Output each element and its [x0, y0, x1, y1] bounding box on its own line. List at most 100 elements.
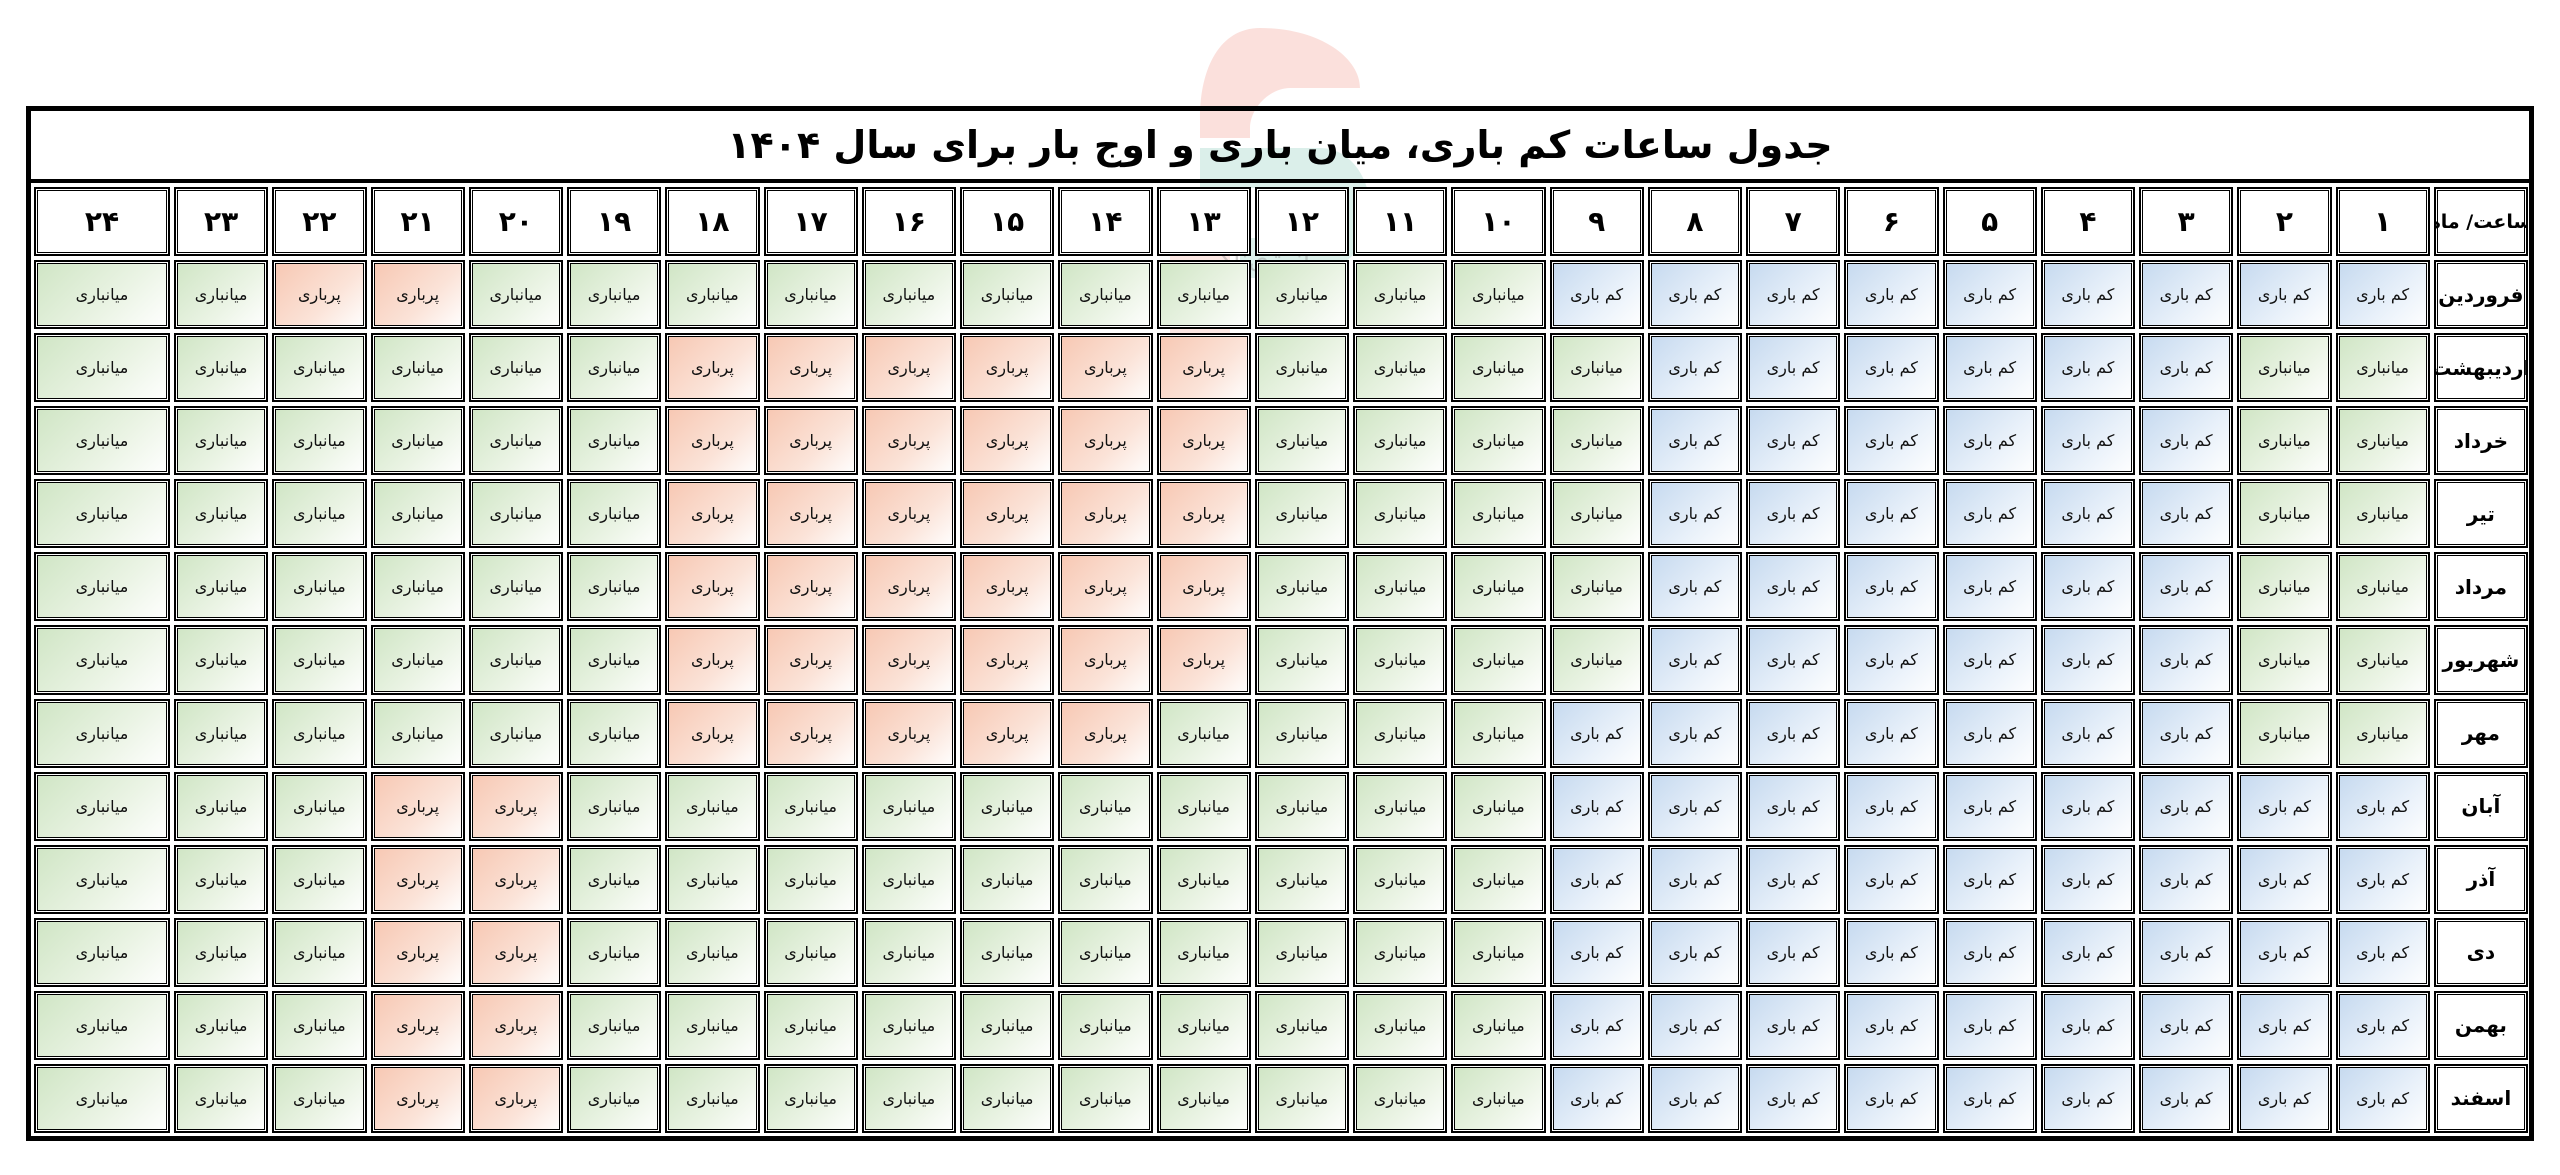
load-cell-peak: پرباری: [370, 1063, 465, 1133]
load-cell-low: کم باری: [1746, 698, 1841, 768]
load-cell-mid: میانباری: [1156, 698, 1251, 768]
header-hour: ۴: [2040, 187, 2135, 257]
load-cell-mid: میانباری: [1451, 406, 1546, 476]
load-cell-peak: پرباری: [960, 698, 1055, 768]
load-cell-low: کم باری: [2237, 771, 2332, 841]
load-cell-peak: پرباری: [960, 333, 1055, 403]
load-cell-low: کم باری: [2335, 990, 2430, 1060]
load-cell-mid: میانباری: [567, 406, 662, 476]
load-cell-mid: میانباری: [1254, 260, 1349, 330]
load-cell-peak: پرباری: [370, 844, 465, 914]
load-cell-mid: میانباری: [272, 625, 367, 695]
header-hour: ۲۰: [468, 187, 563, 257]
month-label: فروردین: [2433, 260, 2528, 330]
header-hour: ۲۱: [370, 187, 465, 257]
load-cell-low: کم باری: [2335, 1063, 2430, 1133]
load-cell-mid: میانباری: [2335, 406, 2430, 476]
load-cell-low: کم باری: [1844, 552, 1939, 622]
load-cell-peak: پرباری: [665, 552, 760, 622]
load-cell-mid: میانباری: [468, 698, 563, 768]
load-cell-mid: میانباری: [861, 260, 956, 330]
header-hour: ۲۲: [272, 187, 367, 257]
load-cell-mid: میانباری: [1254, 552, 1349, 622]
load-cell-peak: پرباری: [665, 479, 760, 549]
load-cell-mid: میانباری: [1254, 990, 1349, 1060]
load-cell-low: کم باری: [2139, 771, 2234, 841]
load-cell-low: کم باری: [2139, 1063, 2234, 1133]
load-cell-peak: پرباری: [763, 625, 858, 695]
load-cell-mid: میانباری: [1451, 625, 1546, 695]
load-cell-peak: پرباری: [1156, 479, 1251, 549]
load-cell-mid: میانباری: [763, 771, 858, 841]
load-cell-low: کم باری: [2040, 1063, 2135, 1133]
load-cell-low: کم باری: [2237, 1063, 2332, 1133]
load-cell-peak: پرباری: [272, 260, 367, 330]
header-hour-month: ساعت/ ماه: [2433, 187, 2528, 257]
load-cell-mid: میانباری: [370, 406, 465, 476]
load-cell-low: کم باری: [1746, 552, 1841, 622]
header-hour: ۱۰: [1451, 187, 1546, 257]
load-cell-mid: میانباری: [567, 625, 662, 695]
load-cell-low: کم باری: [1844, 844, 1939, 914]
load-cell-low: کم باری: [1942, 625, 2037, 695]
header-hour: ۱۱: [1353, 187, 1448, 257]
load-cell-low: کم باری: [1942, 1063, 2037, 1133]
load-cell-mid: میانباری: [960, 917, 1055, 987]
load-cell-low: کم باری: [1647, 698, 1742, 768]
load-cell-mid: میانباری: [567, 844, 662, 914]
load-cell-mid: میانباری: [1451, 552, 1546, 622]
load-cell-mid: میانباری: [1451, 1063, 1546, 1133]
load-cell-low: کم باری: [2139, 552, 2234, 622]
header-hour: ۵: [1942, 187, 2037, 257]
load-cell-mid: میانباری: [665, 260, 760, 330]
load-cell-mid: میانباری: [174, 917, 269, 987]
load-cell-low: کم باری: [2040, 990, 2135, 1060]
load-cell-low: کم باری: [1647, 625, 1742, 695]
load-cell-mid: میانباری: [174, 479, 269, 549]
load-cell-mid: میانباری: [34, 333, 170, 403]
load-cell-mid: میانباری: [34, 552, 170, 622]
load-cell-mid: میانباری: [34, 1063, 170, 1133]
load-cell-mid: میانباری: [1451, 698, 1546, 768]
load-cell-low: کم باری: [2040, 625, 2135, 695]
load-cell-mid: میانباری: [2335, 698, 2430, 768]
load-cell-peak: پرباری: [960, 479, 1055, 549]
load-cell-peak: پرباری: [861, 479, 956, 549]
load-cell-mid: میانباری: [34, 698, 170, 768]
load-cell-mid: میانباری: [1058, 917, 1153, 987]
load-cell-mid: میانباری: [1156, 1063, 1251, 1133]
load-cell-mid: میانباری: [1254, 1063, 1349, 1133]
load-cell-mid: میانباری: [763, 917, 858, 987]
load-cell-mid: میانباری: [1156, 917, 1251, 987]
load-cell-peak: پرباری: [370, 990, 465, 1060]
load-cell-low: کم باری: [1549, 917, 1644, 987]
load-cell-peak: پرباری: [468, 771, 563, 841]
load-cell-mid: میانباری: [1451, 260, 1546, 330]
load-cell-mid: میانباری: [2335, 625, 2430, 695]
load-cell-low: کم باری: [2040, 698, 2135, 768]
load-cell-low: کم باری: [1844, 990, 1939, 1060]
month-label: تیر: [2433, 479, 2528, 549]
load-cell-mid: میانباری: [468, 333, 563, 403]
load-cell-mid: میانباری: [2335, 552, 2430, 622]
load-cell-mid: میانباری: [665, 1063, 760, 1133]
load-cell-mid: میانباری: [1353, 771, 1448, 841]
load-cell-mid: میانباری: [1254, 771, 1349, 841]
load-cell-low: کم باری: [1844, 333, 1939, 403]
load-cell-peak: پرباری: [1156, 333, 1251, 403]
load-cell-low: کم باری: [1844, 698, 1939, 768]
load-cell-mid: میانباری: [960, 260, 1055, 330]
load-cell-mid: میانباری: [1549, 333, 1644, 403]
load-cell-low: کم باری: [2335, 917, 2430, 987]
load-cell-peak: پرباری: [665, 333, 760, 403]
load-cell-mid: میانباری: [468, 260, 563, 330]
load-cell-mid: میانباری: [174, 990, 269, 1060]
load-cell-mid: میانباری: [34, 917, 170, 987]
load-cell-mid: میانباری: [1058, 990, 1153, 1060]
load-cell-mid: میانباری: [272, 698, 367, 768]
load-cell-mid: میانباری: [272, 917, 367, 987]
load-cell-low: کم باری: [1746, 1063, 1841, 1133]
load-cell-peak: پرباری: [468, 844, 563, 914]
load-cell-mid: میانباری: [1353, 552, 1448, 622]
load-cell-peak: پرباری: [861, 406, 956, 476]
